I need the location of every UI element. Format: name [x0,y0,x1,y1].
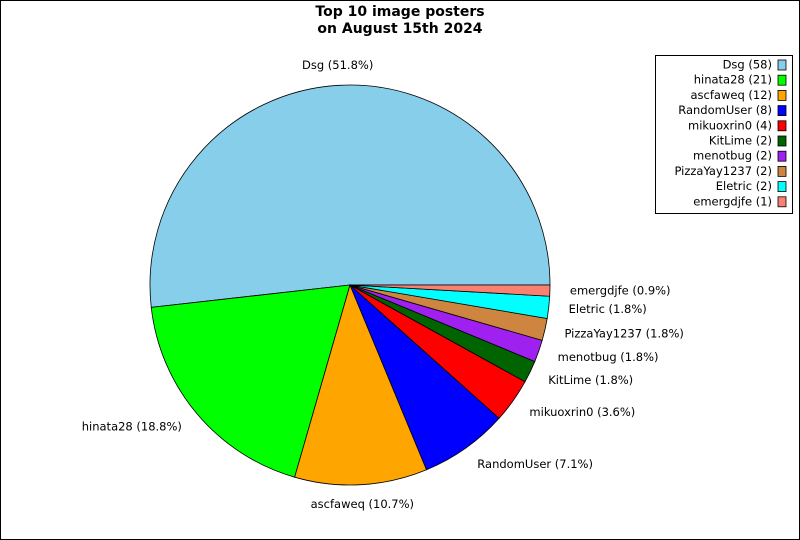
legend-label: menotbug (2) [693,149,772,163]
pie-slice [294,283,428,486]
legend-swatch [777,120,787,132]
slice-label: mikuoxrin0 (3.6%) [529,405,635,419]
legend-swatch [777,90,787,101]
legend-swatch [777,74,787,86]
legend-label: ascfaweq (12) [691,88,773,102]
legend-label: RandomUser (8) [678,103,772,117]
slice-label: Eletric (1.8%) [569,302,647,316]
legend-swatch [777,181,787,193]
legend-label: emergdjfe (1) [693,194,772,208]
chart-title: on August 15th 2024 [317,21,482,37]
legend-label: Eletric (2) [716,179,772,193]
legend-swatch [777,59,787,71]
legend-swatch [777,165,787,177]
legend-swatch [777,196,787,208]
slice-label: KitLime (1.8%) [548,373,633,387]
legend-swatch [777,150,787,162]
slice-label: hinata28 (18.8%) [82,419,182,433]
legend-label: mikuoxrin0 (4) [688,118,772,132]
legend-label: Dsg (58) [723,58,772,72]
pie-slice [349,284,551,297]
legend-label: KitLime (2) [709,134,772,148]
legend-label: hinata28 (21) [694,73,772,87]
pie-slice [149,84,551,308]
legend-swatch [777,105,787,116]
legend-label: PizzaYay1237 (2) [674,164,772,178]
slice-label: Dsg (51.8%) [302,58,373,72]
legend-box [655,55,793,214]
slice-label: emergdjfe (0.9%) [570,284,671,298]
slice-label: PizzaYay1237 (1.8%) [564,326,683,340]
slice-label: ascfaweq (10.7%) [311,497,414,511]
pie-slice [150,284,351,478]
chart-title: Top 10 image posters [315,4,484,20]
slice-label: menotbug (1.8%) [558,350,659,364]
slice-label: RandomUser (7.1%) [477,457,593,471]
legend-swatch [777,135,787,147]
